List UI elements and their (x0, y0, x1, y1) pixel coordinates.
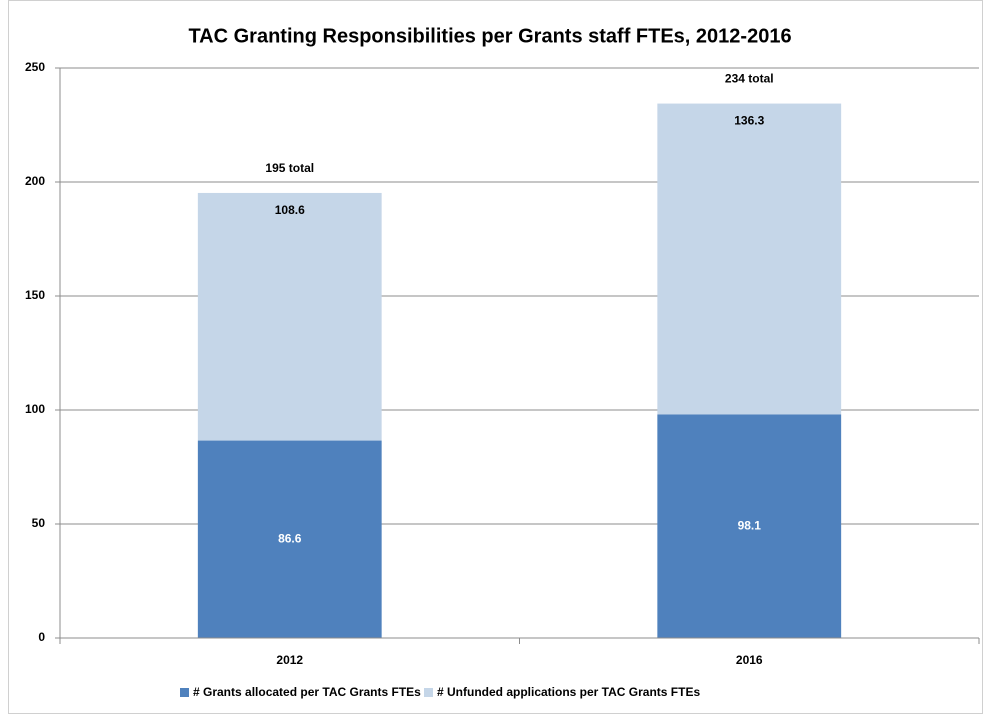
chart-title: TAC Granting Responsibilities per Grants… (188, 25, 791, 47)
bar-segment (657, 103, 842, 415)
y-tick-label: 0 (38, 630, 45, 644)
x-tick-label: 2012 (276, 653, 303, 667)
total-label: 195 total (265, 161, 314, 175)
legend-label: # Grants allocated per TAC Grants FTEs (193, 685, 421, 699)
bar-segment (197, 440, 382, 638)
data-label: 86.6 (278, 531, 302, 545)
y-tick-label: 100 (25, 402, 45, 416)
bar-segment (657, 414, 842, 638)
legend-swatch (180, 688, 189, 697)
y-tick-label: 150 (25, 288, 45, 302)
data-label: 108.6 (275, 203, 305, 217)
data-label: 98.1 (738, 518, 762, 532)
legend-swatch (424, 688, 433, 697)
total-label: 234 total (725, 72, 774, 86)
legend-label: # Unfunded applications per TAC Grants F… (437, 685, 700, 699)
x-tick-label: 2016 (736, 653, 763, 667)
bar-segment (197, 192, 382, 441)
y-tick-label: 250 (25, 60, 45, 74)
data-label: 136.3 (734, 114, 764, 128)
y-tick-label: 200 (25, 174, 45, 188)
y-tick-label: 50 (32, 516, 46, 530)
